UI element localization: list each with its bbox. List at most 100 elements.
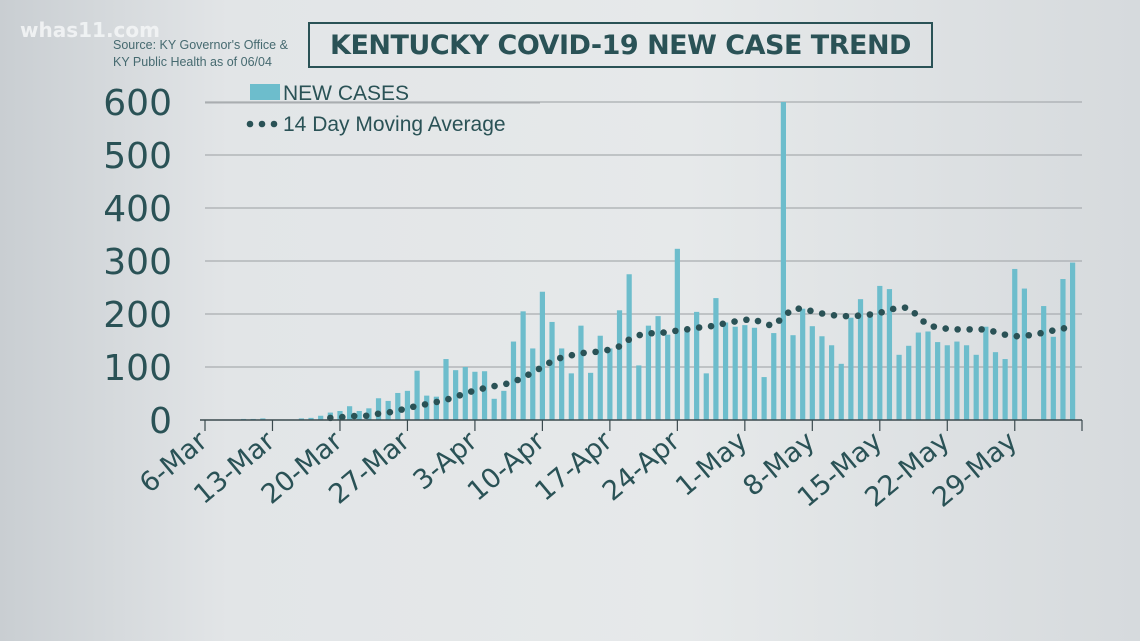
- bar: [857, 299, 864, 420]
- y-tick-label: 0: [149, 401, 172, 442]
- y-tick-label: 300: [103, 242, 172, 283]
- bar: [568, 373, 574, 420]
- bar: [829, 345, 835, 420]
- bar: [347, 406, 353, 420]
- moving-average-dot: [362, 412, 370, 420]
- bar: [1070, 262, 1076, 420]
- bar: [906, 345, 912, 420]
- bar: [751, 327, 758, 420]
- bar: [722, 322, 729, 420]
- moving-average-dot: [889, 305, 897, 313]
- moving-average-dot: [731, 318, 738, 325]
- bar: [935, 342, 941, 420]
- source-note: Source: KY Governor's Office & KY Public…: [113, 37, 288, 71]
- moving-average-dot: [503, 380, 510, 388]
- bar: [414, 370, 420, 420]
- moving-average-dot: [374, 410, 382, 418]
- bar: [530, 348, 536, 420]
- bar: [501, 390, 507, 420]
- bar: [992, 352, 999, 420]
- bar: [520, 311, 526, 420]
- moving-average-dot: [765, 321, 773, 329]
- moving-average-dot: [556, 354, 564, 362]
- moving-average-dot: [525, 371, 532, 378]
- legend-swatch-moving-average: [246, 120, 254, 128]
- moving-average-dot: [445, 395, 452, 403]
- bar: [655, 316, 661, 420]
- bar: [491, 398, 497, 420]
- bar: [597, 335, 603, 420]
- moving-average-dot: [456, 392, 464, 399]
- moving-average-dot: [350, 412, 358, 420]
- legend-swatch-moving-average: [258, 120, 266, 128]
- bar: [424, 395, 430, 420]
- moving-average-dot: [966, 326, 973, 333]
- moving-average-dot: [930, 323, 938, 330]
- bar: [790, 335, 796, 420]
- bar: [395, 392, 401, 420]
- moving-average-dot: [636, 331, 644, 339]
- moving-average-dot: [592, 348, 599, 356]
- bar: [684, 329, 690, 420]
- bar: [809, 326, 815, 420]
- bar: [453, 370, 459, 420]
- bar: [626, 274, 632, 420]
- chart-title: KENTUCKY COVID-19 NEW CASE TREND: [308, 22, 933, 68]
- bar: [616, 310, 623, 420]
- moving-average-dot: [695, 324, 703, 331]
- legend-label-moving-average: 14 Day Moving Average: [283, 113, 506, 136]
- moving-average-dot: [433, 398, 441, 406]
- station-logo: whas11.com: [20, 18, 160, 42]
- source-line-2: KY Public Health as of 06/04: [113, 55, 272, 69]
- moving-average-dot: [754, 317, 762, 325]
- moving-average-dot: [491, 382, 498, 390]
- bar: [1012, 268, 1018, 420]
- bar: [819, 336, 825, 420]
- bar: [954, 341, 960, 420]
- moving-average-dot: [615, 343, 623, 350]
- moving-average-dot: [990, 328, 997, 335]
- moving-average-dot: [942, 325, 949, 332]
- bar: [713, 298, 719, 420]
- bar: [838, 363, 844, 420]
- moving-average-dot: [978, 326, 985, 333]
- moving-average-dot: [514, 376, 521, 384]
- bar: [780, 102, 786, 420]
- bar: [848, 317, 854, 420]
- bar: [1021, 288, 1027, 420]
- moving-average-dot: [807, 307, 814, 315]
- y-tick-label: 600: [103, 83, 172, 124]
- bar: [973, 354, 979, 420]
- bar: [356, 410, 362, 420]
- bar: [510, 341, 517, 420]
- bar: [1050, 336, 1056, 420]
- bar: [703, 373, 709, 420]
- moving-average-dot: [683, 326, 691, 333]
- moving-average-dot: [830, 312, 838, 319]
- bar: [298, 418, 304, 420]
- bar: [318, 415, 324, 420]
- bar: [404, 390, 411, 420]
- source-line-1: Source: KY Governor's Office &: [113, 38, 288, 52]
- bar: [578, 325, 584, 420]
- moving-average-dot: [1037, 329, 1044, 337]
- bar: [665, 334, 671, 420]
- y-tick-label: 100: [103, 348, 172, 389]
- moving-average-dot: [625, 336, 633, 344]
- bar: [1002, 359, 1008, 420]
- moving-average-dot: [1001, 331, 1009, 338]
- moving-average-dot: [535, 365, 543, 373]
- bar: [559, 348, 565, 420]
- bar: [800, 308, 806, 420]
- moving-average-dot: [784, 309, 792, 317]
- moving-average-dot: [545, 359, 553, 367]
- moving-average-dot: [920, 318, 927, 325]
- bar: [472, 371, 478, 420]
- bar: [260, 418, 266, 420]
- x-tick-label: 1-May: [670, 426, 753, 503]
- bar: [588, 372, 594, 420]
- moving-average-dot: [660, 329, 667, 336]
- moving-average-dot: [911, 310, 919, 317]
- moving-average-dot: [338, 413, 346, 421]
- bar: [308, 417, 314, 420]
